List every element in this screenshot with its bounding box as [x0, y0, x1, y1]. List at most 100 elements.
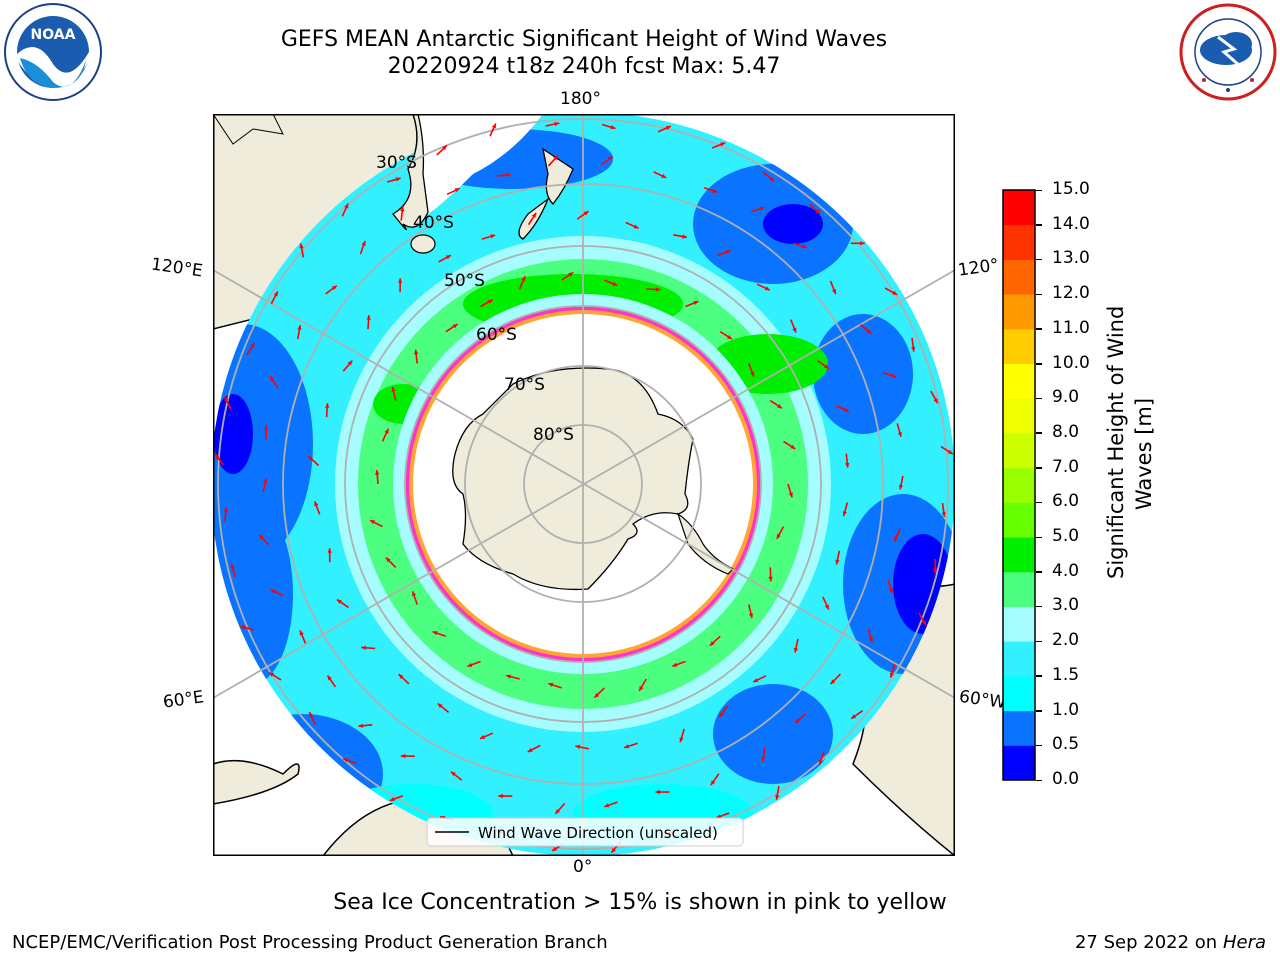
- colorbar-segment: [1003, 502, 1035, 538]
- wind-wave-arrow-head: [679, 737, 684, 743]
- wind-wave-arrow-head: [612, 281, 618, 286]
- colorbar-tick-mark: [1036, 467, 1042, 469]
- wind-wave-arrow-head: [258, 534, 264, 540]
- footer-credit: NCEP/EMC/Verification Post Processing Pr…: [12, 932, 608, 953]
- wind-wave-arrow-head: [506, 674, 511, 679]
- wind-wave-arrow-head: [223, 507, 228, 513]
- lat-label-40s: 40°S: [413, 213, 454, 233]
- lon-label-120w: 120°: [956, 255, 1001, 281]
- colorbar-tick-mark: [1036, 640, 1042, 643]
- wind-wave-arrow-head: [385, 557, 391, 563]
- wind-wave-arrow-head: [224, 396, 229, 402]
- lon-label-0: 0°: [573, 857, 593, 877]
- wind-wave-arrow-head: [891, 373, 897, 378]
- lat-label-30s: 30°S: [376, 153, 417, 173]
- wind-wave-arrow-head: [442, 145, 447, 150]
- wind-wave-arrow-head: [395, 177, 401, 182]
- wind-wave-arrow-head: [911, 346, 916, 352]
- wind-wave-arrow-head: [336, 599, 342, 604]
- wind-wave-arrow-head: [824, 364, 829, 369]
- wind-wave-arrow-head: [358, 723, 364, 728]
- wind-wave-arrow-head: [299, 243, 304, 249]
- noaa-logo-text: NOAA: [31, 27, 76, 43]
- australia-land: [392, 114, 429, 231]
- wind-wave-arrow-head: [308, 456, 314, 461]
- colorbar-tick-mark: [1036, 710, 1042, 712]
- wind-wave-arrow-head: [583, 211, 589, 216]
- wind-wave-arrow-head: [594, 693, 600, 698]
- colorbar-tick-label: 2.0: [1052, 630, 1080, 651]
- wind-wave-arrow-head: [845, 462, 850, 468]
- colorbar-segment: [1003, 259, 1035, 295]
- wind-wave-arrow-head: [437, 703, 443, 709]
- lon-label-180: 180°: [560, 89, 601, 109]
- wind-wave-arrow-head: [568, 272, 574, 277]
- wind-wave-arrow-head: [604, 803, 610, 808]
- wind-wave-arrow-head: [768, 576, 773, 582]
- wind-wave-arrow-head: [361, 645, 366, 650]
- wind-wave-arrow-head: [844, 407, 849, 412]
- wind-wave-arrow-head: [467, 662, 473, 667]
- wind-wave-arrow-head: [270, 376, 275, 382]
- map-legend-label: Wind Wave Direction (unscaled): [478, 824, 718, 842]
- wind-wave-arrow-head: [824, 604, 829, 610]
- colorbar-tick-mark: [1036, 675, 1042, 677]
- wind-wave-arrow-head: [325, 403, 330, 408]
- wind-wave-arrow-head: [889, 672, 894, 678]
- wind-wave-arrow-head: [611, 847, 616, 853]
- chart-subtitle: 20220924 t18z 240h fcst Max: 5.47: [387, 54, 781, 79]
- wind-wave-arrow-head: [709, 641, 715, 646]
- wind-wave-arrow-head: [750, 371, 755, 377]
- wind-wave-arrow-head: [672, 662, 678, 667]
- wind-wave-arrow-head: [933, 568, 938, 573]
- wind-wave-arrow-head: [894, 536, 899, 542]
- wind-wave-arrow-head: [832, 289, 837, 295]
- wind-wave-arrow-head: [398, 278, 403, 283]
- wind-wave-arrow-head: [610, 125, 616, 130]
- wind-wave-arrow-head: [361, 241, 366, 246]
- colorbar-segment: [1003, 224, 1035, 260]
- wind-wave-arrow-head: [490, 234, 496, 239]
- colorbar-segment: [1003, 467, 1035, 503]
- wind-wave-arrow-head: [521, 276, 526, 282]
- colorbar-segment: [1003, 710, 1035, 746]
- wind-wave-arrow-head: [922, 620, 927, 626]
- wind-wave-arrow-head: [498, 793, 503, 799]
- wind-wave-arrow-head: [802, 244, 807, 249]
- wind-wave-arrow-head: [753, 678, 759, 682]
- wind-wave-arrow-head: [682, 234, 687, 239]
- wind-wave-arrow-head: [554, 121, 560, 127]
- wind-wave-arrow-head: [454, 188, 460, 193]
- new-zealand-south: [518, 197, 550, 240]
- sea-ice-note: Sea Ice Concentration > 15% is shown in …: [333, 890, 947, 915]
- colorbar-segment: [1003, 745, 1035, 781]
- wind-wave-arrow-head: [375, 470, 380, 475]
- colorbar-tick-mark: [1036, 189, 1042, 191]
- colorbar-tick-mark: [1036, 258, 1042, 261]
- wind-wave-arrow-head: [941, 512, 946, 517]
- colorbar-segment: [1003, 675, 1035, 712]
- colorbar-segment: [1003, 190, 1035, 226]
- wind-wave-arrow-head: [505, 172, 511, 178]
- wind-wave-arrow-head: [263, 478, 268, 484]
- colorbar-tick-label: 12.0: [1052, 283, 1090, 304]
- wind-wave-arrow-head: [655, 789, 660, 795]
- wind-wave-arrow-head: [748, 613, 754, 619]
- nws-logo: [1179, 3, 1277, 101]
- antarctica: [452, 367, 694, 591]
- colorbar-tick-mark: [1036, 432, 1042, 434]
- wind-wave-arrow-head: [624, 744, 630, 749]
- wind-wave-arrow-head: [655, 287, 661, 292]
- wind-wave-arrow-head: [575, 744, 581, 749]
- colorbar-segment: [1003, 537, 1035, 573]
- lat-label-80s: 80°S: [533, 425, 574, 445]
- wind-wave-arrow-head: [398, 674, 404, 679]
- wind-wave-arrow-head: [860, 241, 865, 246]
- wind-wave-arrow-head: [347, 360, 353, 366]
- wind-wave-arrow-head: [432, 631, 438, 636]
- wind-wave-arrow-head: [552, 846, 558, 851]
- wind-wave-arrow-head: [491, 123, 496, 129]
- colorbar-tick-label: 6.0: [1052, 491, 1080, 512]
- wind-wave-arrow-head: [712, 188, 718, 193]
- wind-wave-arrow-head: [555, 809, 560, 814]
